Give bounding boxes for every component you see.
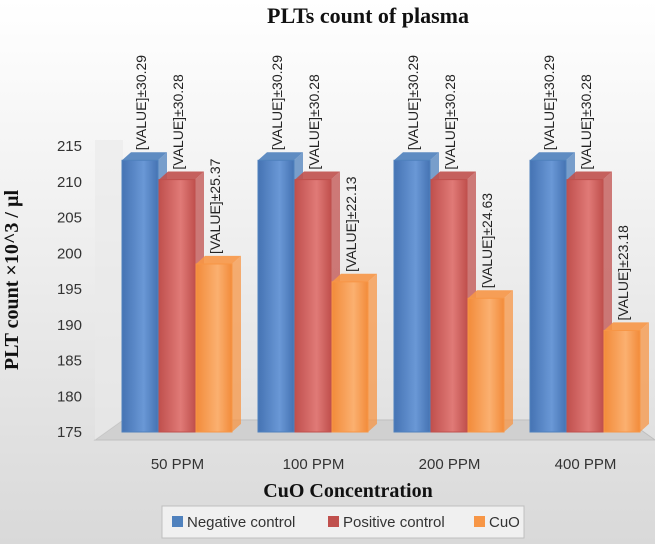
- bar: [603, 329, 641, 433]
- bar-top: [196, 255, 241, 264]
- bar: [393, 159, 431, 433]
- legend-entry: Positive control: [343, 514, 445, 531]
- data-label: [VALUE]±25.37: [207, 158, 223, 254]
- bar: [195, 263, 233, 433]
- data-label: [VALUE]±22.13: [343, 176, 359, 272]
- bar: [566, 179, 604, 433]
- y-tick-label: 180: [57, 388, 82, 405]
- y-tick-label: 190: [57, 317, 82, 334]
- y-tick-label: 195: [57, 281, 82, 298]
- bar-top: [258, 152, 303, 161]
- bar-top: [394, 152, 439, 161]
- bar-side: [368, 273, 377, 432]
- bar-top: [122, 152, 167, 161]
- data-label: [VALUE]±30.28: [306, 74, 322, 170]
- bar: [467, 297, 505, 433]
- data-label: [VALUE]±30.28: [442, 74, 458, 170]
- y-tick-label: 215: [57, 138, 82, 155]
- bar-side: [640, 322, 649, 432]
- data-label: [VALUE]±30.29: [269, 55, 285, 151]
- bar-top: [159, 171, 204, 180]
- bar: [294, 179, 332, 433]
- bar: [430, 179, 468, 433]
- bar-top: [295, 171, 340, 180]
- legend-swatch: [172, 516, 183, 527]
- data-label: [VALUE]±30.29: [541, 55, 557, 151]
- legend-entry: CuO: [489, 514, 520, 531]
- x-tick-label: 50 PPM: [151, 456, 204, 473]
- legend-box: [161, 505, 525, 539]
- y-tick-label: 210: [57, 174, 82, 191]
- x-tick-label: 200 PPM: [419, 456, 481, 473]
- data-label: [VALUE]±24.63: [479, 193, 495, 289]
- bars: [121, 152, 649, 433]
- legend-swatch: [474, 516, 485, 527]
- x-axis-label: CuO Concentration: [263, 480, 432, 502]
- bar-side: [504, 290, 513, 432]
- y-tick-label: 175: [57, 424, 82, 441]
- bar-top: [567, 171, 612, 180]
- x-tick-label: 100 PPM: [283, 456, 345, 473]
- bar: [331, 281, 369, 433]
- bar: [257, 159, 295, 433]
- bar: [529, 159, 567, 433]
- bar: [158, 179, 196, 433]
- bar-side: [232, 255, 241, 432]
- chart-title: PLTs count of plasma: [267, 3, 469, 28]
- legend-swatch: [328, 516, 339, 527]
- data-label: [VALUE]±30.28: [578, 74, 594, 170]
- bar-top: [468, 290, 513, 299]
- data-label: [VALUE]±30.28: [170, 74, 186, 170]
- y-tick-label: 205: [57, 210, 82, 227]
- legend-entry: Negative control: [187, 514, 295, 531]
- bar-top: [332, 273, 377, 282]
- y-axis-label: PLT count ×10^3 / µl: [1, 189, 23, 370]
- data-labels: [VALUE]±30.29 [VALUE]±30.28 [VALUE]±25.37 […: [133, 55, 631, 321]
- data-label: [VALUE]±30.29: [405, 55, 421, 151]
- bar-top: [530, 152, 575, 161]
- bar-top: [604, 322, 649, 331]
- data-label: [VALUE]±30.29: [133, 55, 149, 151]
- x-axis: 50 PPM 100 PPM 200 PPM 400 PPM: [151, 456, 617, 473]
- x-tick-label: 400 PPM: [555, 456, 617, 473]
- legend: Negative control Positive control CuO: [172, 514, 520, 531]
- y-tick-label: 200: [57, 245, 82, 262]
- bar-top: [431, 171, 476, 180]
- y-tick-label: 185: [57, 353, 82, 370]
- plot-back-wall: [95, 140, 123, 440]
- data-label: [VALUE]±23.18: [615, 225, 631, 321]
- bar: [121, 159, 159, 433]
- y-axis: 175 180 185 190 195 200 205 210 215: [57, 138, 82, 441]
